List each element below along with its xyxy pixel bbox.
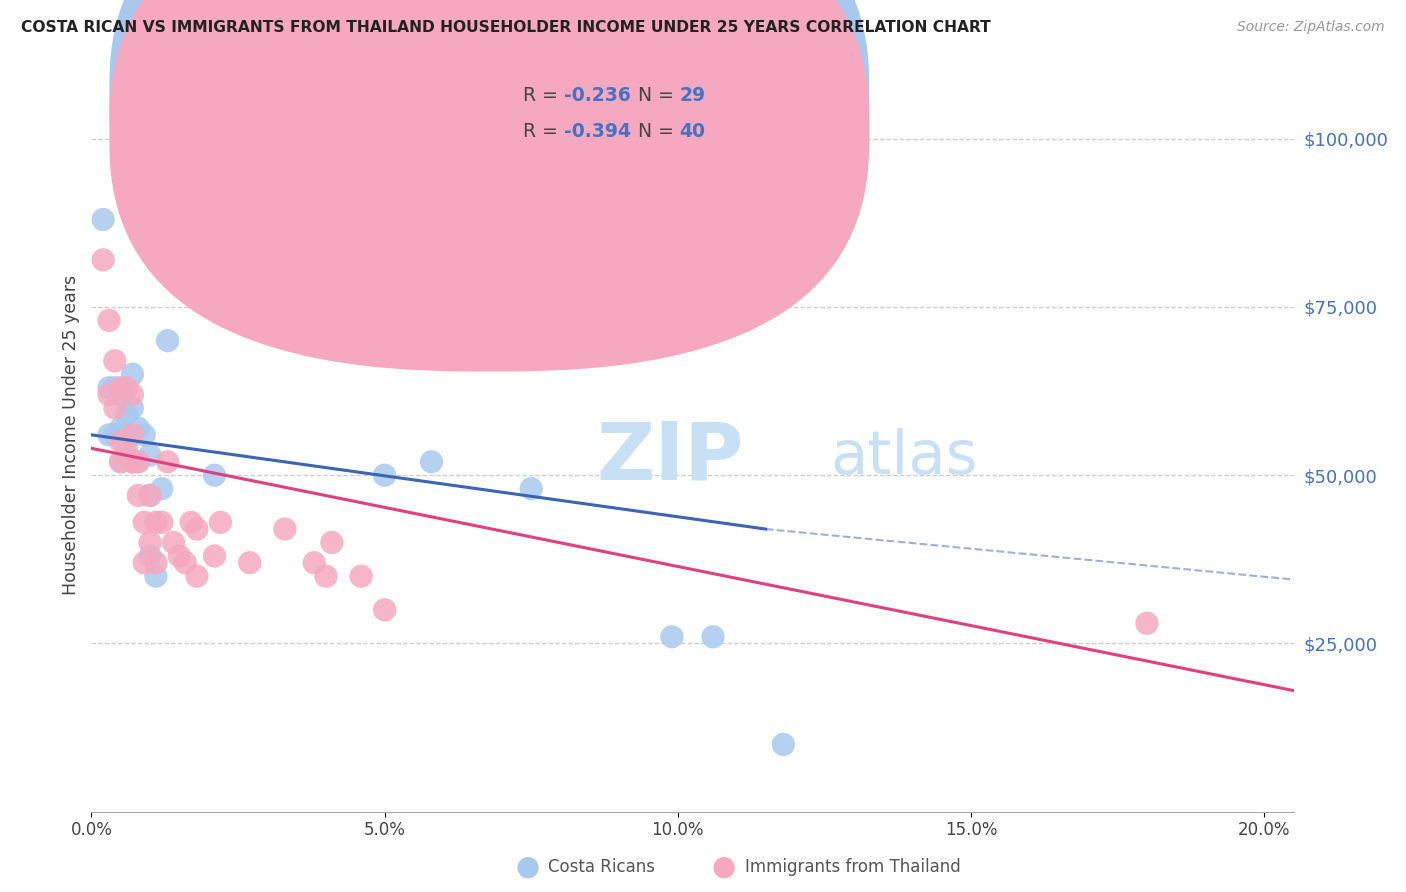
Point [91, 212, 114, 227]
Point [139, 488, 162, 502]
Point [156, 334, 179, 348]
Point [121, 368, 143, 382]
Text: N =: N = [638, 121, 681, 141]
Point [186, 569, 208, 583]
Point [121, 428, 143, 442]
Point [110, 387, 132, 401]
Point [139, 488, 162, 502]
Point [121, 401, 143, 415]
Text: ●: ● [515, 853, 540, 881]
Point [104, 401, 127, 415]
Point [239, 556, 262, 570]
Text: COSTA RICAN VS IMMIGRANTS FROM THAILAND HOUSEHOLDER INCOME UNDER 25 YEARS CORREL: COSTA RICAN VS IMMIGRANTS FROM THAILAND … [21, 20, 991, 35]
Point [186, 522, 208, 536]
Point [520, 482, 543, 496]
Text: ZIP: ZIP [596, 418, 744, 497]
Point [204, 549, 226, 563]
Point [110, 421, 132, 435]
Point [139, 448, 162, 462]
Point [121, 455, 143, 469]
Point [702, 630, 724, 644]
Point [374, 468, 396, 483]
Text: Costa Ricans: Costa Ricans [548, 858, 655, 876]
Point [139, 535, 162, 549]
FancyBboxPatch shape [446, 65, 747, 156]
FancyBboxPatch shape [110, 0, 869, 336]
Point [110, 381, 132, 395]
Point [127, 455, 149, 469]
Point [121, 455, 143, 469]
Text: -0.236: -0.236 [564, 87, 631, 105]
Point [139, 549, 162, 563]
Text: 29: 29 [679, 87, 706, 105]
FancyBboxPatch shape [110, 0, 869, 372]
Point [204, 468, 226, 483]
Y-axis label: Householder Income Under 25 years: Householder Income Under 25 years [62, 275, 80, 595]
Point [98, 313, 121, 327]
Point [150, 482, 173, 496]
Point [134, 516, 156, 530]
Point [374, 603, 396, 617]
Text: Source: ZipAtlas.com: Source: ZipAtlas.com [1237, 20, 1385, 34]
Point [110, 455, 132, 469]
Text: 40: 40 [679, 121, 706, 141]
Point [121, 387, 143, 401]
Point [661, 630, 683, 644]
Point [115, 381, 138, 395]
Point [150, 516, 173, 530]
Text: Immigrants from Thailand: Immigrants from Thailand [745, 858, 960, 876]
Point [134, 428, 156, 442]
Point [145, 569, 167, 583]
Point [169, 549, 191, 563]
Point [162, 535, 184, 549]
Point [174, 556, 197, 570]
Point [134, 556, 156, 570]
Point [127, 421, 149, 435]
Text: atlas: atlas [831, 428, 979, 487]
Point [209, 516, 232, 530]
Point [145, 556, 167, 570]
Point [420, 455, 443, 469]
Point [98, 428, 121, 442]
Point [772, 738, 794, 752]
Point [127, 488, 149, 502]
Point [1136, 616, 1159, 631]
Text: -0.394: -0.394 [564, 121, 631, 141]
Point [121, 455, 143, 469]
Text: N =: N = [638, 87, 681, 105]
Text: ●: ● [711, 853, 737, 881]
Point [115, 448, 138, 462]
Point [98, 381, 121, 395]
Point [127, 455, 149, 469]
Point [350, 569, 373, 583]
Point [145, 516, 167, 530]
Point [156, 455, 179, 469]
Point [110, 434, 132, 449]
Point [104, 428, 127, 442]
Point [110, 455, 132, 469]
Point [91, 252, 114, 267]
Point [180, 516, 202, 530]
Text: R =: R = [523, 87, 564, 105]
Point [115, 442, 138, 456]
Point [321, 535, 343, 549]
Point [315, 569, 337, 583]
Point [302, 556, 325, 570]
Point [115, 408, 138, 422]
Text: R =: R = [523, 121, 564, 141]
Point [98, 387, 121, 401]
Point [104, 381, 127, 395]
Point [104, 354, 127, 368]
Point [274, 522, 297, 536]
